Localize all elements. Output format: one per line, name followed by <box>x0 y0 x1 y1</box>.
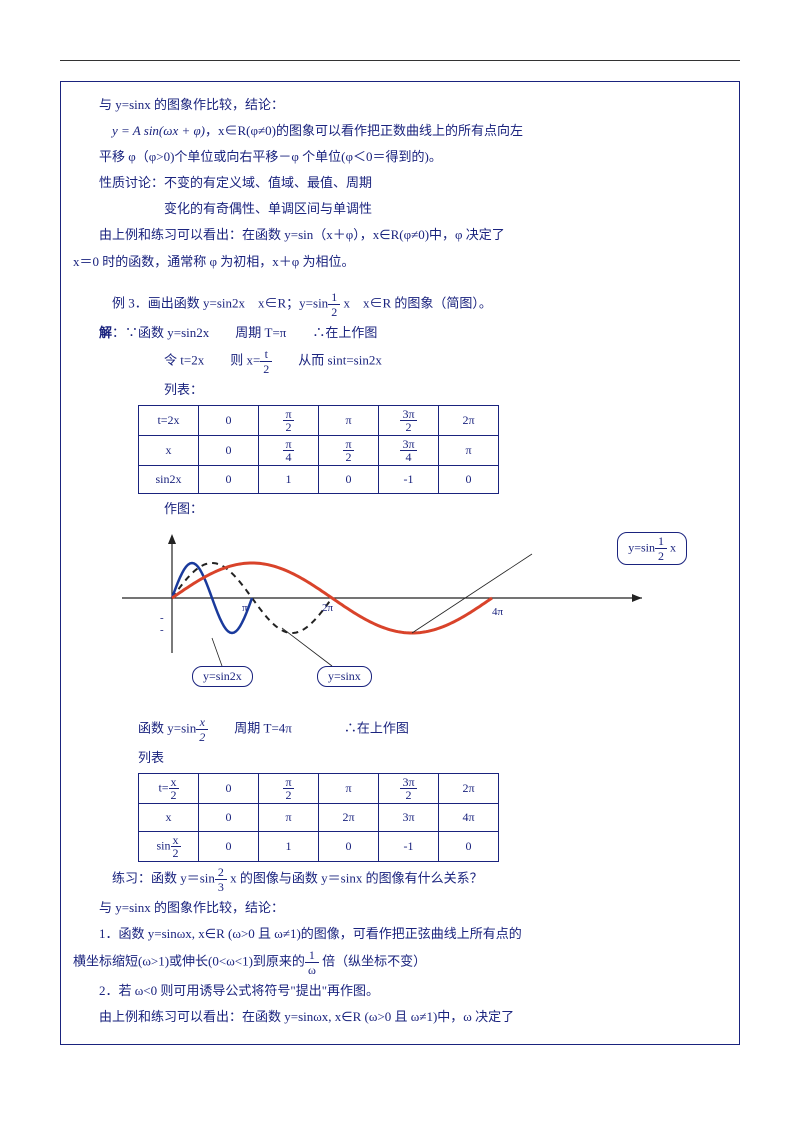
table-cell: 2π <box>439 774 499 804</box>
callout-sinhalf: y=sin12 x <box>617 532 687 565</box>
phase-line2: x＝0 时的函数，通常称 φ 为初相，x＋φ 为相位。 <box>73 251 727 273</box>
table-cell: t=x2 <box>139 774 199 804</box>
draw-label: 作图： <box>73 498 727 520</box>
table-cell: 3π2 <box>379 774 439 804</box>
tick-2pi: 2π <box>322 602 333 614</box>
solution-label: 解 <box>99 325 112 340</box>
tick-pi: π <box>242 602 248 614</box>
callout-sin2x: y=sin2x <box>192 666 253 687</box>
solution-line1: 解：∵函数 y=sin2x 周期 T=π ∴在上作图 <box>73 322 727 344</box>
table-cell: 0 <box>319 832 379 862</box>
table-cell: π <box>439 435 499 465</box>
intro-line: 与 y=sinx 的图象作比较，结论： <box>73 94 727 116</box>
table-cell: 2π <box>319 804 379 832</box>
table-cell: π <box>319 405 379 435</box>
table-cell: -1 <box>379 832 439 862</box>
table-cell: π <box>259 804 319 832</box>
table-cell: 2π <box>439 405 499 435</box>
table-cell: 0 <box>319 465 379 493</box>
frac-half: 12 <box>328 291 340 318</box>
table-cell: 0 <box>199 465 259 493</box>
table-cell: x <box>139 435 199 465</box>
conclusion4: 2．若 ω<0 则可用诱导公式将符号"提出"再作图。 <box>73 980 727 1002</box>
table-cell: 3π2 <box>379 405 439 435</box>
table-cell: 0 <box>199 774 259 804</box>
main-formula: y = A sin(ωx + φ) <box>112 120 205 142</box>
table-cell: 0 <box>199 435 259 465</box>
conclusion1: 与 y=sinx 的图象作比较，结论： <box>73 897 727 919</box>
y-tick-1: - <box>160 612 164 624</box>
table-cell: π2 <box>319 435 379 465</box>
prop-line2: 变化的有奇偶性、单调区间与单调性 <box>73 198 727 220</box>
practice-line: 练习：函数 y＝sin23 x 的图像与函数 y＝sinx 的图像有什么关系？ <box>73 866 727 893</box>
example3: 例 3．画出函数 y=sin2x x∈R；y=sin12 x x∈R 的图象（简… <box>73 291 727 318</box>
table-cell: 0 <box>199 832 259 862</box>
table-cell: x <box>139 804 199 832</box>
frac-x2: x2 <box>196 716 208 743</box>
conclusion3: 横坐标缩短(ω>1)或伸长(0<ω<1)到原来的1ω 倍（纵坐标不变） <box>73 949 727 976</box>
table-cell: 0 <box>199 405 259 435</box>
table-cell: 1 <box>259 832 319 862</box>
table-cell: 4π <box>439 804 499 832</box>
solution-line2: 令 t=2x 则 x=t2 从而 sint=sin2x <box>73 348 727 375</box>
frac-1w: 1ω <box>305 949 319 976</box>
sine-graph: y=sin12 x y=sin2x y=sinx π 2π 4π - - <box>112 528 727 708</box>
table-cell: sin2x <box>139 465 199 493</box>
shift-line: 平移 φ（φ>0)个单位或向右平移－φ 个单位(φ＜0＝得到的)。 <box>73 146 727 168</box>
table-cell: π <box>319 774 379 804</box>
fn2-line: 函数 y=sinx2 周期 T=4π ∴在上作图 <box>73 716 727 743</box>
table-cell: 0 <box>199 804 259 832</box>
content-box: 与 y=sinx 的图象作比较，结论： y = A sin(ωx + φ)，x∈… <box>60 81 740 1045</box>
phase-line1: 由上例和练习可以看出：在函数 y=sin（x＋φ），x∈R(φ≠0)中，φ 决定… <box>73 224 727 246</box>
frac-t2: t2 <box>260 348 272 375</box>
table-cell: π2 <box>259 774 319 804</box>
table-cell: π4 <box>259 435 319 465</box>
table-cell: sinx2 <box>139 832 199 862</box>
table2: t=x20π2π3π22πx0π2π3π4πsinx2010-10 <box>138 773 499 862</box>
tick-4pi: 4π <box>492 606 503 618</box>
table-cell: 3π <box>379 804 439 832</box>
conclusion5: 由上例和练习可以看出：在函数 y=sinωx, x∈R (ω>0 且 ω≠1)中… <box>73 1006 727 1028</box>
table-cell: 0 <box>439 832 499 862</box>
table1-label: 列表： <box>73 379 727 401</box>
frac-23: 23 <box>215 866 227 893</box>
table-cell: 3π4 <box>379 435 439 465</box>
callout-sinx: y=sinx <box>317 666 372 687</box>
page-top-rule <box>60 60 740 61</box>
table-cell: -1 <box>379 465 439 493</box>
table-cell: π2 <box>259 405 319 435</box>
table-cell: 0 <box>439 465 499 493</box>
conclusion2: 1．函数 y=sinωx, x∈R (ω>0 且 ω≠1)的图像，可看作把正弦曲… <box>73 923 727 945</box>
table1: t=2x0π2π3π22πx0π4π23π4πsin2x010-10 <box>138 405 499 494</box>
y-tick-2: - <box>160 624 164 636</box>
table-cell: 1 <box>259 465 319 493</box>
table2-label: 列表 <box>73 747 727 769</box>
prop-line1: 性质讨论：不变的有定义域、值域、最值、周期 <box>73 172 727 194</box>
table-cell: t=2x <box>139 405 199 435</box>
formula-line: y = A sin(ωx + φ)，x∈R(φ≠0)的图象可以看作把正数曲线上的… <box>73 120 727 142</box>
